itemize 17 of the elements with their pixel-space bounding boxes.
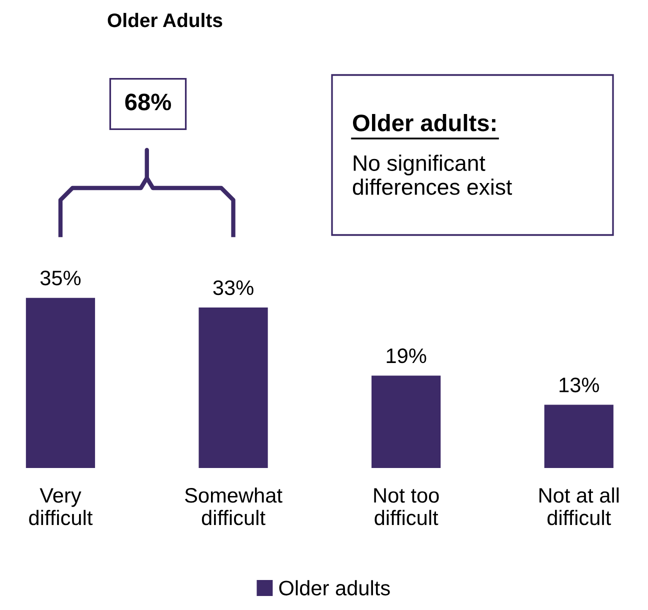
data-label: 19% [386,348,426,364]
bar [372,376,441,468]
x-tick-label: Not at all difficult [539,487,619,526]
bar [198,308,268,468]
bar [26,298,96,468]
x-tick-label: Not too difficult [374,488,439,526]
chart-title: Older Adults [108,12,222,28]
data-label: 13% [560,378,599,392]
text: 68% [125,94,172,110]
text: No significant differences exist [352,154,512,195]
text: Older adults: [352,114,496,132]
bar [544,404,614,468]
data-label: 33% [213,280,254,296]
x-tick-label: Somewhat difficult [185,487,282,526]
data-label: 35% [40,270,81,286]
x-tick-label: Very difficult [29,488,93,526]
legend-label: Older adults [279,580,390,596]
